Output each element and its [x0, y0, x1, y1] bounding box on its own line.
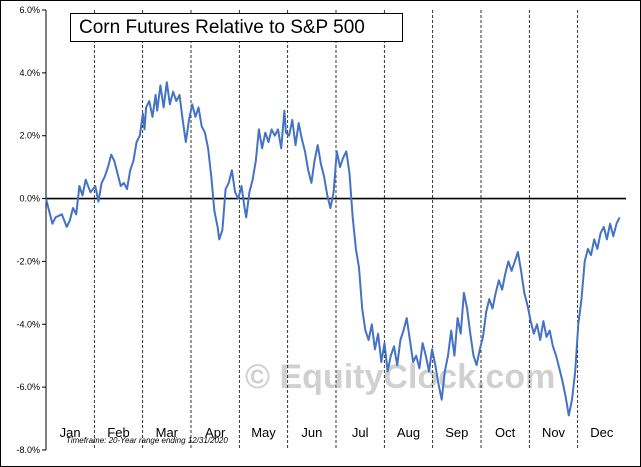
month-labels: Jan Feb Mar Apr May Jun Jul Aug Sep Oct Nov Dec — [60, 425, 614, 440]
y-tick-label: -6.0% — [16, 382, 40, 392]
axes — [42, 9, 626, 451]
month-label-jan: Jan — [60, 425, 81, 440]
month-label-mar: Mar — [156, 425, 179, 440]
y-tick-label: -2.0% — [16, 256, 40, 266]
month-label-feb: Feb — [107, 425, 129, 440]
y-tick-label: -8.0% — [16, 445, 40, 455]
y-tick-label: -4.0% — [16, 319, 40, 329]
y-tick-labels: 6.0% 4.0% 2.0% 0.0% -2.0% -4.0% -6.0% -8.0% — [16, 5, 40, 455]
footnote: Timeframe: 20-Year range ending 12/31/20… — [66, 436, 228, 445]
month-label-apr: Apr — [205, 425, 226, 440]
month-label-jul: Jul — [352, 425, 369, 440]
chart-title: Corn Futures Relative to S&P 500 — [70, 13, 403, 42]
watermark: © EquityClock.com — [245, 358, 555, 396]
watermark-layer: © EquityClock.com — [245, 358, 555, 396]
month-grid — [93, 10, 579, 450]
y-tick-label: 4.0% — [19, 68, 40, 78]
series-line-0 — [45, 81, 621, 417]
month-label-aug: Aug — [397, 425, 420, 440]
y-tick-label: 2.0% — [19, 131, 40, 141]
month-label-oct: Oct — [495, 425, 516, 440]
y-tick-label: 0.0% — [19, 194, 40, 204]
month-label-may: May — [251, 425, 276, 440]
month-label-sep: Sep — [445, 425, 468, 440]
series-layer — [45, 81, 621, 417]
month-label-jun: Jun — [301, 425, 322, 440]
y-tick-label: 6.0% — [19, 5, 40, 15]
month-label-dec: Dec — [590, 425, 614, 440]
month-label-nov: Nov — [542, 425, 566, 440]
